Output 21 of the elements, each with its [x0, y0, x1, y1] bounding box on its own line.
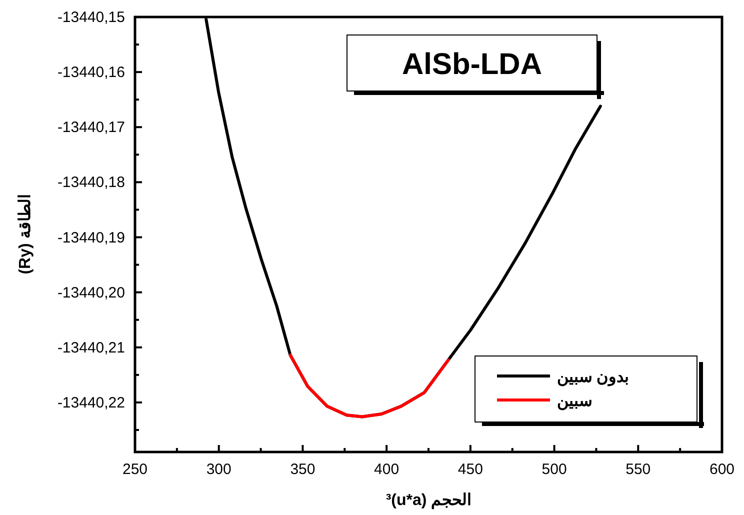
x-tick-label: 250: [122, 461, 148, 478]
x-tick-label: 450: [458, 461, 483, 478]
x-tick-label: 350: [290, 461, 316, 478]
y-tick-label: -13440,22: [57, 394, 125, 412]
xlabel: الحجم (u*a)³: [386, 492, 472, 509]
legend-label: بدون سبين: [557, 369, 628, 387]
y-tick-label: -13440,21: [57, 339, 125, 356]
x-tick-label: 300: [206, 461, 232, 478]
y-tick-label: -13440,18: [57, 174, 125, 192]
x-tick-label: 600: [709, 461, 735, 478]
y-tick-label: -13440,20: [57, 284, 125, 302]
y-tick-label: -13440,15: [57, 9, 125, 26]
x-tick-label: 550: [626, 461, 651, 478]
title: AlSb-LDA: [346, 34, 604, 99]
x-tick-label: 500: [542, 461, 567, 478]
ylabel: الطاقة (Ry): [17, 194, 34, 274]
legend-label: سبين: [557, 393, 592, 411]
y-tick-label: -13440,16: [57, 64, 125, 82]
y-tick-label: -13440,19: [57, 229, 125, 246]
y-tick-label: -13440,17: [57, 119, 125, 136]
x-tick-label: 400: [374, 461, 400, 478]
